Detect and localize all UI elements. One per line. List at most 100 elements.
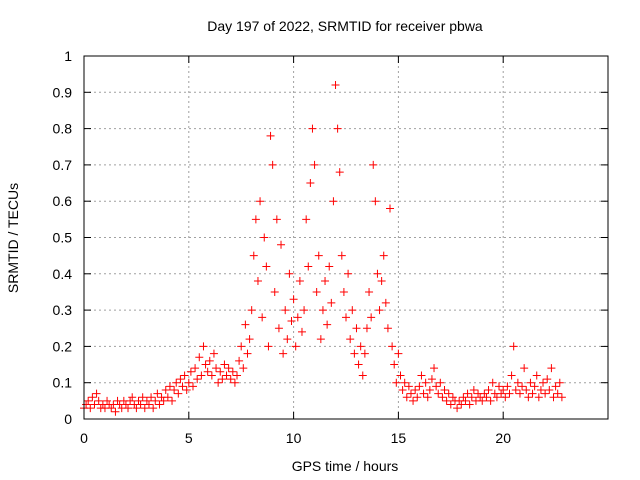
data-point — [277, 240, 286, 249]
data-point — [388, 342, 397, 351]
data-point — [427, 375, 436, 384]
data-point — [124, 404, 133, 413]
data-point — [283, 335, 292, 344]
data-point — [425, 385, 434, 394]
data-point — [239, 364, 248, 373]
chart-title: Day 197 of 2022, SRMTID for receiver pbw… — [207, 18, 483, 34]
data-point — [541, 389, 550, 398]
data-point — [304, 262, 313, 271]
data-point — [509, 342, 518, 351]
data-point — [176, 375, 185, 384]
data-point — [195, 353, 204, 362]
data-point — [220, 360, 229, 369]
data-point — [107, 404, 116, 413]
data-point — [300, 306, 309, 315]
data-point — [352, 324, 361, 333]
data-point — [186, 367, 195, 376]
data-point — [205, 356, 214, 365]
data-point — [281, 306, 290, 315]
data-point — [197, 371, 206, 380]
data-point — [161, 385, 170, 394]
data-point — [442, 396, 451, 405]
data-point — [547, 364, 556, 373]
data-point — [453, 404, 462, 413]
y-tick-label: 0 — [64, 411, 72, 427]
y-tick-label: 0.9 — [53, 84, 73, 100]
data-point — [488, 378, 497, 387]
data-point — [434, 389, 443, 398]
data-point — [440, 385, 449, 394]
data-point — [207, 371, 216, 380]
data-point — [406, 389, 415, 398]
data-point — [274, 324, 283, 333]
data-point — [327, 298, 336, 307]
x-tick-label: 0 — [80, 430, 88, 446]
data-point — [375, 306, 384, 315]
data-point — [297, 327, 306, 336]
data-point — [505, 389, 514, 398]
data-point — [226, 375, 235, 384]
data-point — [272, 215, 281, 224]
data-point — [224, 364, 233, 373]
data-point — [339, 287, 348, 296]
data-point — [501, 393, 510, 402]
x-tick-label: 5 — [185, 430, 193, 446]
data-point — [212, 364, 221, 373]
data-point — [557, 393, 566, 402]
data-point — [396, 371, 405, 380]
data-point — [507, 371, 516, 380]
data-point — [346, 335, 355, 344]
data-point — [329, 197, 338, 206]
data-point — [306, 179, 315, 188]
data-point — [155, 400, 164, 409]
data-point — [323, 320, 332, 329]
data-point — [515, 389, 524, 398]
data-point — [84, 396, 93, 405]
data-point — [402, 393, 411, 402]
data-point — [549, 393, 558, 402]
data-point — [513, 378, 522, 387]
data-point — [369, 160, 378, 169]
data-point — [379, 251, 388, 260]
data-point — [492, 393, 501, 402]
data-point — [463, 389, 472, 398]
data-point — [88, 393, 97, 402]
data-point — [174, 389, 183, 398]
data-point — [90, 400, 99, 409]
data-point — [314, 251, 323, 260]
data-point — [448, 393, 457, 402]
data-point — [136, 400, 145, 409]
data-point — [461, 396, 470, 405]
data-point — [377, 277, 386, 286]
data-point — [520, 364, 529, 373]
data-point — [421, 378, 430, 387]
data-point — [258, 313, 267, 322]
data-point — [344, 269, 353, 278]
data-point — [310, 160, 319, 169]
data-point — [423, 393, 432, 402]
data-point — [316, 335, 325, 344]
y-tick-label: 0.1 — [53, 375, 73, 391]
data-point — [142, 396, 151, 405]
data-point — [92, 389, 101, 398]
data-point — [241, 320, 250, 329]
data-point — [457, 400, 466, 409]
data-point — [233, 371, 242, 380]
data-point — [553, 389, 562, 398]
data-point — [134, 396, 143, 405]
data-point — [486, 396, 495, 405]
data-point — [394, 349, 403, 358]
data-point — [163, 393, 172, 402]
data-point — [182, 385, 191, 394]
data-point — [404, 382, 413, 391]
data-point — [251, 215, 260, 224]
data-point — [149, 404, 158, 413]
data-point — [350, 349, 359, 358]
data-point — [459, 393, 468, 402]
data-point — [191, 364, 200, 373]
data-point — [495, 382, 504, 391]
y-tick-label: 0.6 — [53, 193, 73, 209]
data-point — [360, 349, 369, 358]
data-point — [400, 378, 409, 387]
